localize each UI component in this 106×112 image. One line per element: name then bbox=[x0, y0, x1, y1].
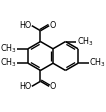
Text: HO: HO bbox=[19, 21, 31, 30]
Text: O: O bbox=[50, 21, 56, 30]
Text: HO: HO bbox=[19, 82, 31, 91]
Text: CH$_3$: CH$_3$ bbox=[89, 57, 106, 69]
Text: CH$_3$: CH$_3$ bbox=[0, 43, 17, 55]
Text: CH$_3$: CH$_3$ bbox=[77, 35, 94, 48]
Text: O: O bbox=[50, 82, 56, 91]
Text: CH$_3$: CH$_3$ bbox=[0, 57, 17, 69]
